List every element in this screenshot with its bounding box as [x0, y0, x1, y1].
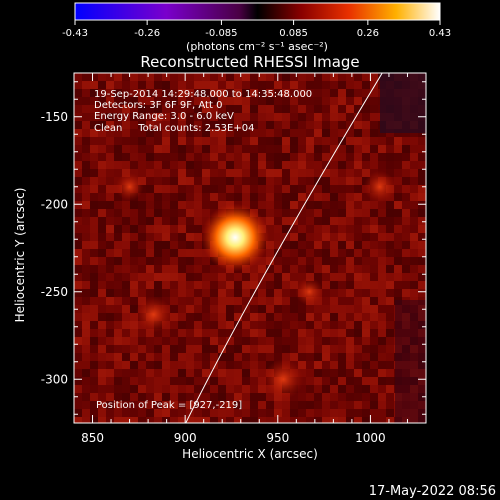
peak-position-label: Position of Peak = [927,-219] — [96, 400, 242, 411]
footer-timestamp: 17-May-2022 08:56 — [369, 484, 496, 499]
y-tick-label: -200 — [41, 197, 68, 211]
info-line-counts: Clean Total counts: 2.53E+04 — [94, 123, 254, 134]
info-line-time: 19-Sep-2014 14:29:48.000 to 14:35:48.000 — [94, 89, 312, 100]
info-line-energy: Energy Range: 3.0 - 6.0 keV — [94, 111, 234, 122]
x-axis-label: Heliocentric X (arcsec) — [182, 447, 318, 461]
colorbar-tick-label: -0.43 — [62, 28, 88, 39]
emission-blob — [295, 277, 324, 306]
info-line-detectors: Detectors: 3F 6F 9F, Att 0 — [94, 100, 222, 111]
colorbar-tick-label: 0.085 — [279, 28, 308, 39]
emission-blob — [115, 172, 144, 201]
emission-blob — [263, 359, 304, 400]
axis-ticks: 850 900 950 1000 -150 -200 -250 -300 — [41, 73, 426, 445]
colorbar-tick-label: 0.43 — [429, 28, 451, 39]
x-tick-label: 850 — [81, 431, 104, 445]
colorbar: -0.43 -0.26 -0.085 0.085 0.26 0.43 (photons c… — [62, 2, 451, 53]
image-plot: 850 900 950 1000 -150 -200 -250 -300 — [41, 72, 427, 445]
x-tick-label: 1000 — [355, 431, 386, 445]
plot-title: Reconstructed RHESSI Image — [140, 53, 359, 71]
peak-source — [201, 203, 270, 272]
colorbar-tick-label: 0.26 — [357, 28, 379, 39]
image-heatmap — [74, 73, 426, 423]
emission-blob — [135, 296, 172, 333]
plot-frame — [73, 72, 427, 424]
info-text: 19-Sep-2014 14:29:48.000 to 14:35:48.000… — [94, 89, 312, 411]
colorbar-units: (photons cm⁻² s⁻¹ asec⁻²) — [186, 40, 328, 53]
x-tick-label: 900 — [174, 431, 197, 445]
colorbar-tick-label: -0.085 — [205, 28, 237, 39]
y-axis-label: Heliocentric Y (arcsec) — [13, 188, 27, 323]
y-tick-label: -250 — [41, 285, 68, 299]
colorbar-tick-label: -0.26 — [134, 28, 160, 39]
x-tick-label: 950 — [266, 431, 289, 445]
y-tick-label: -150 — [41, 110, 68, 124]
y-tick-label: -300 — [41, 372, 68, 386]
emission-blob — [363, 170, 396, 203]
colorbar-gradient — [74, 2, 441, 21]
solar-limb — [185, 73, 383, 423]
